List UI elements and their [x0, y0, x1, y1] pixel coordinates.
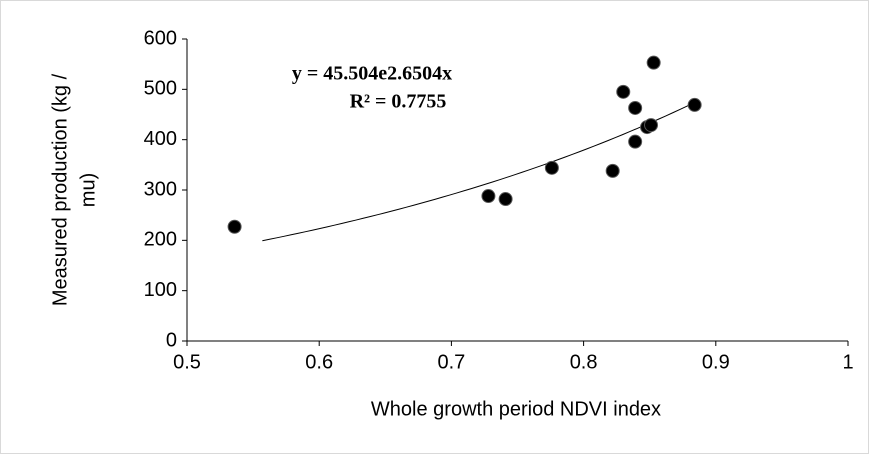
point [628, 100, 643, 115]
trendline [262, 102, 695, 242]
point [498, 192, 513, 207]
y-tick-label: 600 [144, 27, 177, 49]
point [646, 55, 661, 70]
y-axis-label-line: mu) [77, 173, 99, 207]
y-axis-label: Measured production (kg / mu) [49, 73, 99, 306]
x-tick-label: 0.7 [437, 351, 465, 373]
y-tick-label: 0 [166, 329, 177, 351]
x-tick-label: 0.8 [570, 351, 598, 373]
point [481, 189, 496, 204]
x-tick-label: 0.9 [702, 351, 730, 373]
point [605, 163, 620, 178]
x-tick-label: 1 [842, 351, 853, 373]
y-tick-label: 400 [144, 128, 177, 150]
x-tick-label: 0.6 [305, 351, 333, 373]
equation: y = 45.504e2.6504x [292, 63, 452, 85]
y-tick-label: 100 [144, 279, 177, 301]
x-axis-label: Whole growth period NDVI index [371, 398, 661, 420]
point [644, 118, 659, 133]
r-squared: R² = 0.7755 [350, 91, 447, 113]
y-axis-label-line: Measured production (kg / [49, 73, 71, 306]
point [227, 219, 242, 234]
x-tick-label: 0.5 [173, 351, 201, 373]
point [628, 134, 643, 149]
y-tick-label: 500 [144, 78, 177, 100]
point [544, 160, 559, 175]
point [616, 84, 631, 99]
y-tick-label: 200 [144, 229, 177, 251]
point [687, 97, 702, 112]
y-tick-label: 300 [144, 178, 177, 200]
